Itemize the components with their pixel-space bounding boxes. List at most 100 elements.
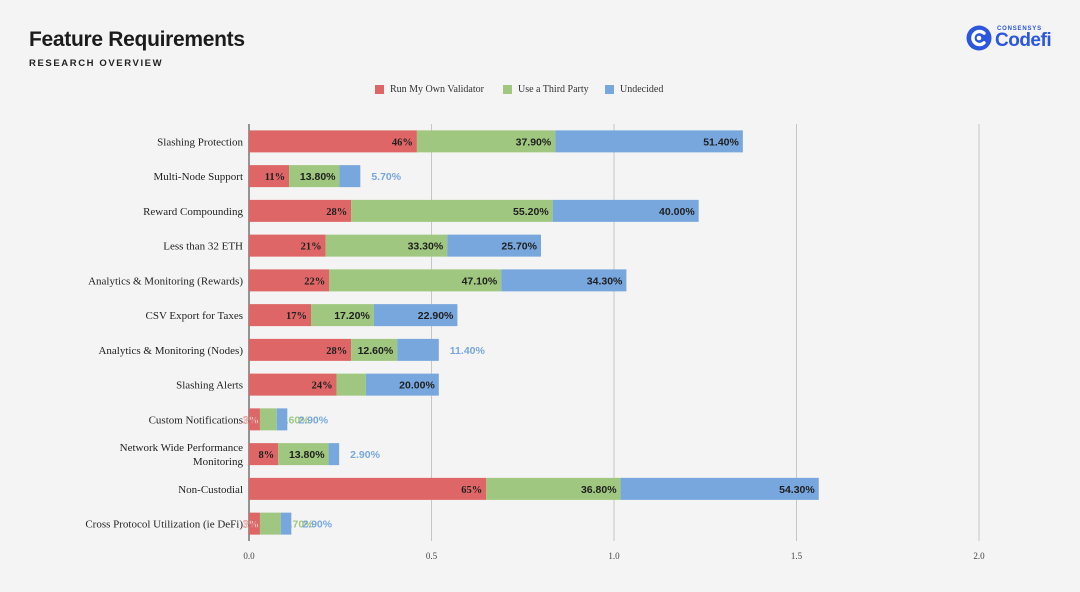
category-label: Network Wide Performance: [120, 442, 243, 454]
data-label: 8%: [258, 450, 274, 461]
legend-item-run-my-own-validator: Run My Own Validator: [375, 84, 484, 95]
x-tick-label: 2.0: [973, 551, 985, 561]
data-label: 22%: [304, 276, 325, 287]
data-label: 5.70%: [371, 171, 401, 183]
data-label: 13.80%: [289, 449, 325, 461]
category-label: Analytics & Monitoring (Rewards): [88, 275, 243, 287]
data-label: 46%: [392, 137, 413, 148]
bar-segment: [249, 269, 330, 292]
bar-segment: [351, 199, 553, 222]
bar-segment: [289, 165, 340, 188]
bar-segment: [311, 304, 374, 327]
bar-segment: [351, 338, 398, 361]
data-label: 25.70%: [501, 241, 537, 253]
legend-item-use-a-third-party: Use a Third Party: [503, 84, 589, 95]
data-label: 40.00%: [659, 206, 695, 218]
legend-label: Undecided: [620, 84, 664, 95]
data-label: 28%: [326, 207, 347, 218]
data-label: 22.90%: [418, 310, 454, 322]
data-label: 12.60%: [358, 345, 394, 357]
logo-mark-icon: [966, 25, 992, 51]
codefi-logo: CONSENSYS Codefi: [965, 22, 1060, 54]
bar-segment: [249, 373, 337, 396]
bar-segment: [249, 338, 352, 361]
page-subtitle: RESEARCH OVERVIEW: [29, 58, 164, 69]
data-label: 36.80%: [581, 484, 617, 496]
logo-top-text: CONSENSYS: [997, 26, 1042, 32]
legend-swatch: [375, 85, 384, 94]
category-label: Custom Notifications: [149, 414, 243, 426]
data-label: 51.40%: [703, 136, 739, 148]
data-label: 5.70%: [284, 519, 314, 531]
bar-segment: [249, 234, 326, 257]
data-label: 24%: [312, 381, 333, 392]
category-label: Slashing Protection: [157, 136, 243, 148]
data-label: 13.80%: [300, 171, 336, 183]
chart-legend: Run My Own Validator Use a Third Party U…: [0, 84, 1080, 100]
data-label: 3%: [243, 415, 259, 426]
bar-segment: [620, 477, 819, 500]
data-label: 4.60%: [280, 414, 310, 426]
bar-segment: [259, 512, 281, 535]
bar-segment: [365, 373, 439, 396]
bar-segment: [249, 165, 290, 188]
category-label: Less than 32 ETH: [163, 241, 243, 253]
bar-segment: [552, 199, 699, 222]
x-tick-label: 1.0: [608, 551, 620, 561]
bar-segment: [555, 130, 743, 153]
data-label: 17.20%: [334, 310, 370, 322]
bar-segment: [249, 477, 487, 500]
bar-segment: [328, 443, 340, 466]
bar-segment: [397, 338, 439, 361]
data-label: 20.00%: [399, 380, 435, 392]
legend-swatch: [503, 85, 512, 94]
x-tick-label: 1.5: [791, 551, 803, 561]
x-tick-label: 0.5: [426, 551, 438, 561]
data-label: 47.10%: [462, 275, 498, 287]
bar-segment: [329, 269, 502, 292]
bar-segment: [486, 477, 621, 500]
bar-segment: [249, 408, 260, 431]
category-label: CSV Export for Taxes: [145, 310, 243, 322]
data-label: 11.40%: [450, 345, 486, 357]
category-label: Analytics & Monitoring (Nodes): [98, 345, 243, 357]
bar-segment: [278, 443, 329, 466]
data-label: 2.90%: [350, 449, 380, 461]
logo-name: Codefi: [995, 30, 1052, 51]
data-label: 34.30%: [587, 275, 623, 287]
bar-segment: [249, 304, 312, 327]
category-label: Multi-Node Support: [153, 171, 243, 183]
data-label: 28%: [326, 346, 347, 357]
legend-swatch: [605, 85, 614, 94]
data-label: 37.90%: [516, 136, 552, 148]
data-label: 33.30%: [408, 241, 444, 253]
bar-segment: [447, 234, 541, 257]
bar-segment: [325, 234, 448, 257]
bar-segment: [276, 408, 288, 431]
data-label: 21%: [301, 242, 322, 253]
bar-segment: [336, 373, 366, 396]
category-label: Slashing Alerts: [176, 380, 243, 392]
category-label: Reward Compounding: [143, 206, 243, 218]
bar-segment: [416, 130, 556, 153]
data-label: 65%: [461, 485, 482, 496]
legend-label: Use a Third Party: [518, 84, 589, 95]
bar-segment: [280, 512, 292, 535]
data-label: 11%: [265, 172, 285, 183]
page-title: Feature Requirements: [29, 28, 245, 51]
bar-segment: [259, 408, 277, 431]
data-label: 54.30%: [779, 484, 815, 496]
bar-segment: [249, 130, 417, 153]
data-label: 2.90%: [298, 414, 328, 426]
bar-segment: [339, 165, 361, 188]
category-label: Monitoring: [193, 456, 244, 468]
legend-item-undecided: Undecided: [605, 84, 663, 95]
legend-label: Run My Own Validator: [390, 84, 484, 95]
data-label: 17%: [286, 311, 307, 322]
bar-segment: [501, 269, 627, 292]
category-label: Cross Protocol Utilization (ie DeFi): [85, 519, 243, 531]
x-tick-label: 0.0: [243, 551, 255, 561]
bar-segment: [249, 199, 352, 222]
data-label: 2.90%: [302, 519, 332, 531]
